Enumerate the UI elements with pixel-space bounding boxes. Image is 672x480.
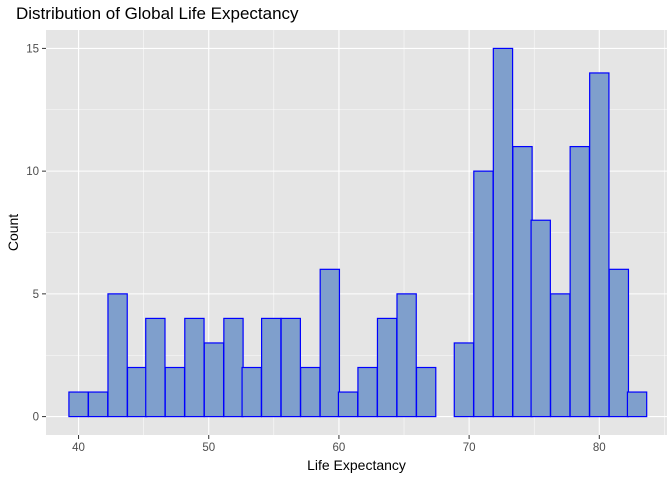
histogram-bar — [512, 145, 533, 418]
histogram-bar — [608, 268, 630, 418]
histogram-bar — [626, 391, 648, 418]
histogram-bar — [300, 366, 321, 418]
histogram-bar — [164, 366, 186, 418]
histogram-bar — [145, 317, 166, 418]
x-axis: 40 50 60 70 80 — [72, 435, 606, 454]
y-tick-label: 15 — [26, 43, 39, 55]
histogram-bar — [107, 293, 128, 418]
histogram-bar — [184, 317, 205, 418]
histogram-bar — [357, 366, 378, 418]
histogram-bar — [68, 391, 89, 418]
histogram-bar — [530, 219, 551, 418]
y-axis-title: Count — [5, 214, 21, 251]
histogram-bar — [569, 145, 591, 418]
histogram-bar — [126, 366, 148, 418]
histogram-bar — [473, 170, 494, 418]
histogram-bar — [260, 317, 282, 418]
histogram-bar — [319, 268, 341, 418]
histogram-bar — [492, 47, 514, 418]
x-tick-label: 40 — [72, 442, 85, 454]
y-tick-label: 10 — [26, 166, 39, 178]
histogram-bars — [68, 47, 648, 418]
x-tick-label: 80 — [593, 442, 606, 454]
histogram-bar — [396, 293, 417, 418]
x-tick-label: 70 — [463, 442, 476, 454]
histogram-bar — [223, 317, 244, 418]
x-tick-label: 60 — [333, 442, 346, 454]
histogram-bar — [453, 342, 475, 418]
histogram-bar — [415, 366, 437, 418]
histogram-bar — [337, 391, 359, 418]
histogram-bar — [589, 72, 610, 418]
histogram-bar — [203, 342, 225, 418]
histogram-bar — [376, 317, 398, 418]
chart-title: Distribution of Global Life Expectancy — [16, 4, 299, 23]
histogram-bar — [280, 317, 301, 418]
y-tick-label: 5 — [33, 289, 39, 301]
x-axis-title: Life Expectancy — [307, 457, 406, 473]
y-axis: 0 5 10 15 — [26, 43, 46, 424]
y-tick-label: 0 — [33, 412, 39, 424]
x-tick-label: 50 — [202, 442, 215, 454]
histogram-bar — [87, 391, 109, 418]
histogram-bar — [550, 293, 571, 418]
histogram-bar — [241, 366, 262, 418]
